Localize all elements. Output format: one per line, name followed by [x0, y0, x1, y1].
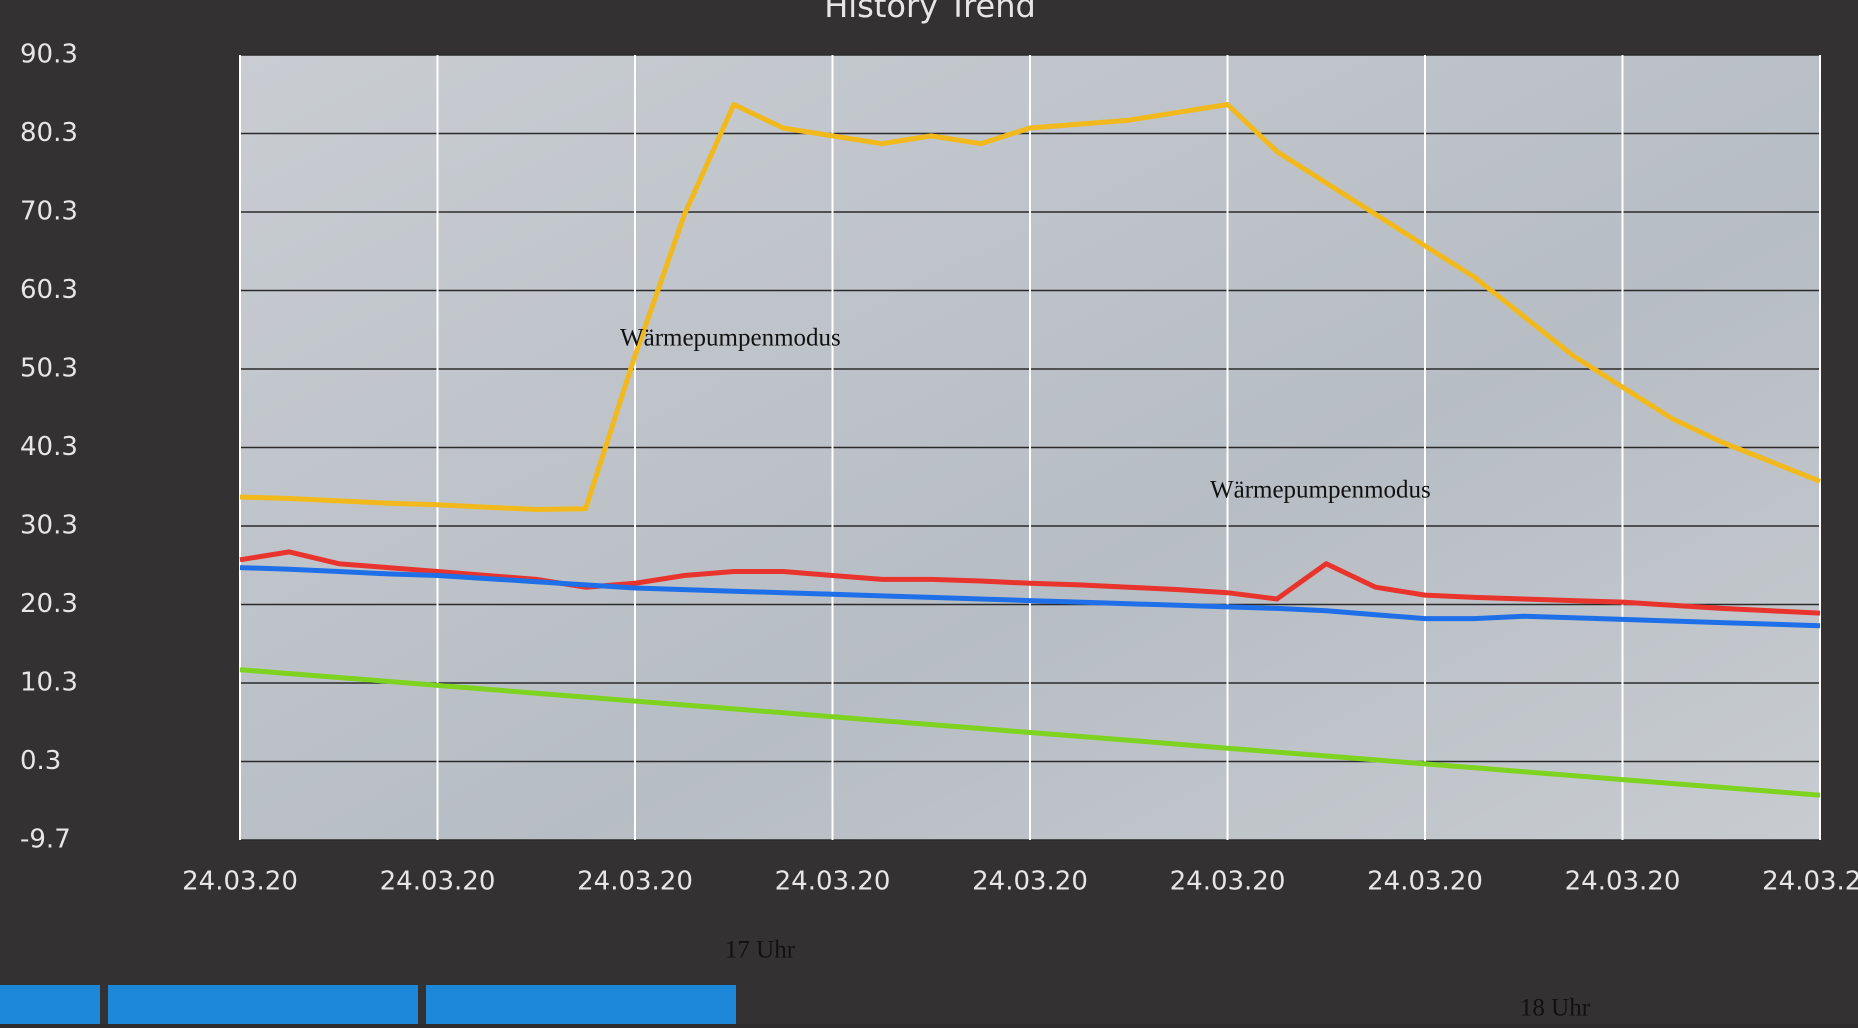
chart: History Trend -9.7 0.3 10.3 20.3 30.3 40.3 50.… [0, 0, 1858, 1024]
y-tick-label: 50.3 [20, 354, 78, 384]
y-tick-label: 90.3 [20, 40, 78, 70]
annotation: Wärmepumpenmodus [1210, 477, 1431, 504]
y-tick-label: 40.3 [20, 432, 78, 462]
x-tick-label: 24.03.20 [380, 867, 496, 897]
y-tick-label: 10.3 [20, 668, 78, 698]
y-tick-label: 30.3 [20, 511, 78, 541]
chart-title: History Trend [824, 0, 1036, 25]
button[interactable] [108, 985, 418, 1024]
annotation: Wärmepumpenmodus [620, 325, 841, 352]
y-tick-label: 0.3 [20, 746, 61, 776]
y-tick-label: 60.3 [20, 275, 78, 305]
y-tick-label: -9.7 [20, 825, 71, 855]
y-tick-label: 80.3 [20, 118, 78, 148]
y-tick-label: 20.3 [20, 589, 78, 619]
button[interactable] [426, 985, 736, 1024]
x-tick-label: 24.03.20 [1367, 867, 1483, 897]
x-tick-label: 24.03.20 [577, 867, 693, 897]
y-tick-label: 70.3 [20, 197, 78, 227]
x-tick-label: 24.03.20 [182, 867, 298, 897]
x-tick-label: 24.03.20 [775, 867, 891, 897]
x-tick-label: 24.03.20 [1565, 867, 1681, 897]
x-tick-label: 24.03.20 [1170, 867, 1286, 897]
annotation: 17 Uhr [725, 937, 796, 964]
button[interactable] [0, 985, 100, 1024]
x-tick-label: 24.03.20 [1762, 867, 1858, 897]
annotation: 18 Uhr [1520, 995, 1591, 1022]
page: History Trend -9.7 0.3 10.3 20.3 30.3 40.3 50.… [0, 0, 1858, 1024]
x-tick-label: 24.03.20 [972, 867, 1088, 897]
